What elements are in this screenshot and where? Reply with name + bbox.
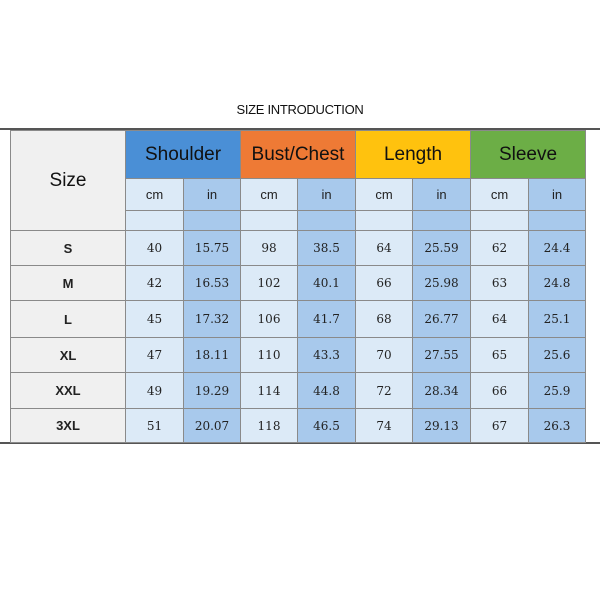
- measurement: 17.32: [183, 300, 241, 338]
- spacer-cell: [183, 210, 241, 231]
- measurement: 106: [240, 300, 298, 338]
- measurement: 102: [240, 265, 298, 301]
- title: SIZE INTRODUCTION: [236, 102, 364, 117]
- measurement: 43.3: [297, 337, 356, 373]
- measurement: 25.9: [528, 372, 586, 409]
- unit-header: in: [183, 178, 241, 211]
- measurement: 47: [125, 337, 184, 373]
- measurement: 70: [355, 337, 413, 373]
- measurement: 64: [355, 230, 413, 266]
- measurement: 20.07: [183, 408, 241, 443]
- unit-header: cm: [125, 178, 184, 211]
- unit-header: in: [297, 178, 356, 211]
- measurement: 18.11: [183, 337, 241, 373]
- measurement: 66: [470, 372, 529, 409]
- measurement: 65: [470, 337, 529, 373]
- measurement: 74: [355, 408, 413, 443]
- spacer-cell: [528, 210, 586, 231]
- group-header: Length: [355, 130, 471, 179]
- measurement: 28.34: [412, 372, 471, 409]
- measurement: 72: [355, 372, 413, 409]
- measurement: 24.8: [528, 265, 586, 301]
- unit-header: cm: [240, 178, 298, 211]
- measurement: 27.55: [412, 337, 471, 373]
- measurement: 25.98: [412, 265, 471, 301]
- measurement: 44.8: [297, 372, 356, 409]
- spacer-cell: [297, 210, 356, 231]
- measurement: 66: [355, 265, 413, 301]
- group-header: Bust/Chest: [240, 130, 356, 179]
- measurement: 25.59: [412, 230, 471, 266]
- size-label: S: [10, 230, 126, 266]
- measurement: 64: [470, 300, 529, 338]
- measurement: 25.1: [528, 300, 586, 338]
- size-header: Size: [10, 130, 126, 231]
- measurement: 38.5: [297, 230, 356, 266]
- measurement: 110: [240, 337, 298, 373]
- measurement: 40.1: [297, 265, 356, 301]
- size-label: L: [10, 300, 126, 338]
- unit-header: in: [528, 178, 586, 211]
- measurement: 16.53: [183, 265, 241, 301]
- size-label: 3XL: [10, 408, 126, 443]
- measurement: 49: [125, 372, 184, 409]
- size-label: XXL: [10, 372, 126, 409]
- measurement: 26.77: [412, 300, 471, 338]
- measurement: 63: [470, 265, 529, 301]
- unit-header: cm: [355, 178, 413, 211]
- spacer-cell: [125, 210, 184, 231]
- measurement: 114: [240, 372, 298, 409]
- measurement: 15.75: [183, 230, 241, 266]
- measurement: 62: [470, 230, 529, 266]
- measurement: 24.4: [528, 230, 586, 266]
- group-header: Sleeve: [470, 130, 586, 179]
- measurement: 51: [125, 408, 184, 443]
- unit-header: in: [412, 178, 471, 211]
- group-header: Shoulder: [125, 130, 241, 179]
- measurement: 118: [240, 408, 298, 443]
- measurement: 26.3: [528, 408, 586, 443]
- table-frame: [0, 128, 600, 444]
- measurement: 67: [470, 408, 529, 443]
- spacer-cell: [470, 210, 529, 231]
- size-label: M: [10, 265, 126, 301]
- measurement: 98: [240, 230, 298, 266]
- measurement: 25.6: [528, 337, 586, 373]
- measurement: 68: [355, 300, 413, 338]
- measurement: 42: [125, 265, 184, 301]
- unit-header: cm: [470, 178, 529, 211]
- measurement: 29.13: [412, 408, 471, 443]
- measurement: 46.5: [297, 408, 356, 443]
- measurement: 45: [125, 300, 184, 338]
- size-label: XL: [10, 337, 126, 373]
- spacer-cell: [355, 210, 413, 231]
- measurement: 40: [125, 230, 184, 266]
- measurement: 19.29: [183, 372, 241, 409]
- spacer-cell: [240, 210, 298, 231]
- measurement: 41.7: [297, 300, 356, 338]
- spacer-cell: [412, 210, 471, 231]
